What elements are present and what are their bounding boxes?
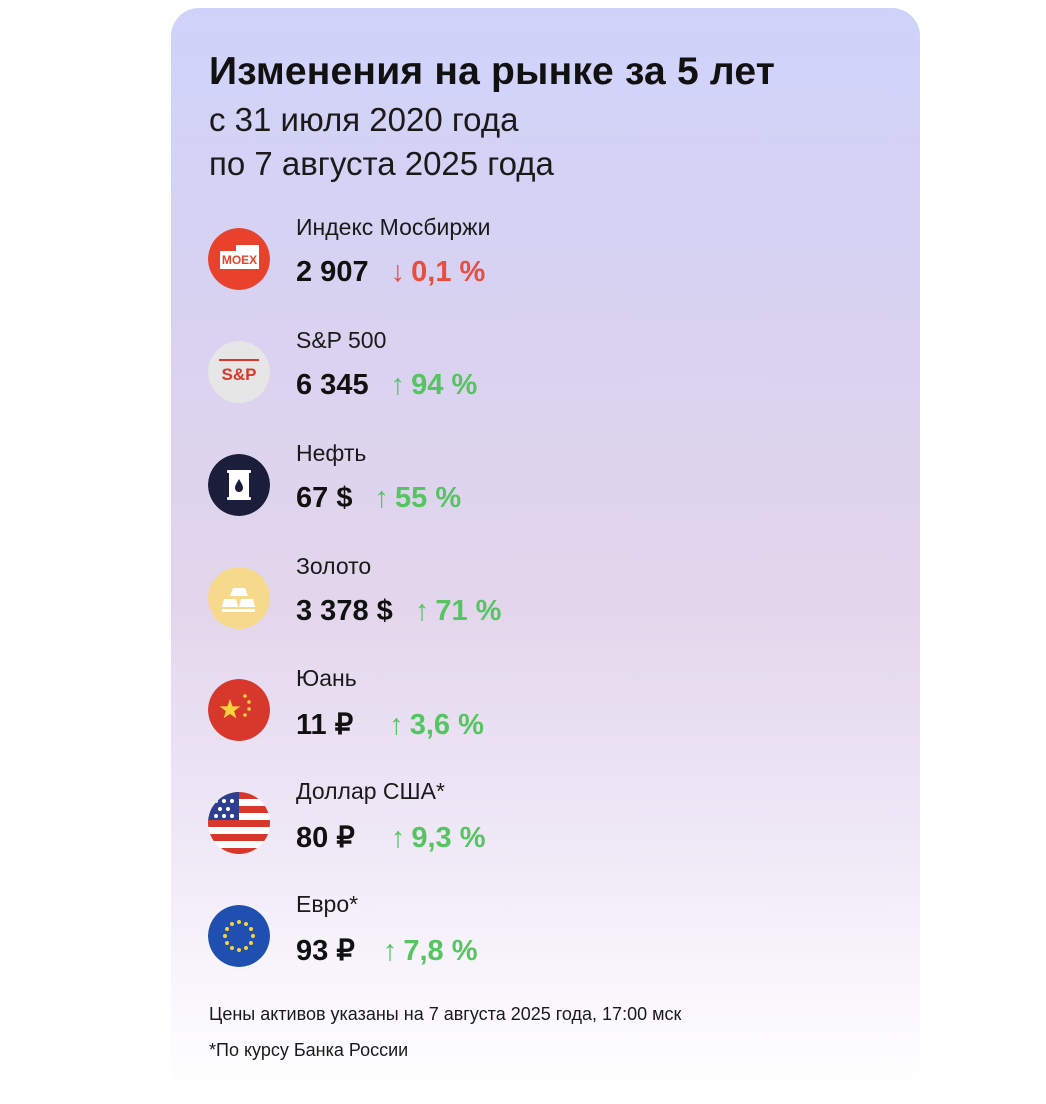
up-arrow-icon: ↑ <box>389 709 404 741</box>
card-title: Изменения на рынке за 5 лет <box>209 50 776 93</box>
asset-values: 93 ₽ ↑ 7,8 % <box>296 933 478 968</box>
down-arrow-icon: ↓ <box>390 256 406 288</box>
asset-price: 2 907 <box>296 256 369 288</box>
oil-barrel-icon <box>208 454 270 516</box>
asset-change: ↓ 0,1 % <box>391 256 486 288</box>
asset-values: 3 378 $ ↑ 71 % <box>296 595 501 628</box>
period-end: по 7 августа 2025 года <box>209 145 554 182</box>
asset-row-eur: Евро* 93 ₽ ↑ 7,8 % <box>208 891 808 971</box>
asset-change: ↑ 9,3 % <box>391 822 486 854</box>
asset-row-usd: Доллар США* 80 ₽ ↑ 9,3 % <box>208 778 808 858</box>
asset-change-percent: 94 % <box>411 369 478 401</box>
asset-change: ↑ 55 % <box>375 482 462 514</box>
up-arrow-icon: ↑ <box>414 595 430 627</box>
period-subtitle: с 31 июля 2020 года по 7 августа 2025 го… <box>209 98 554 186</box>
asset-name: Нефть <box>296 440 367 466</box>
asset-name: Золото <box>296 553 372 579</box>
period-start: с 31 июля 2020 года <box>209 101 519 138</box>
asset-name: Юань <box>296 665 357 691</box>
asset-price: 11 ₽ <box>296 709 354 741</box>
footnote-rate: *По курсу Банка России <box>209 1040 409 1060</box>
gold-bars-icon <box>208 567 270 629</box>
asset-change-percent: 0,1 % <box>411 256 486 288</box>
sp500-logo-text: S&P <box>222 365 257 384</box>
asset-change-percent: 3,6 % <box>409 709 484 741</box>
asset-change: ↑ 94 % <box>391 369 478 401</box>
asset-price: 93 ₽ <box>296 935 355 967</box>
asset-change: ↑ 7,8 % <box>383 935 478 967</box>
asset-values: 2 907 ↓ 0,1 % <box>296 256 485 289</box>
sp500-logo-icon: S&P <box>208 341 270 403</box>
asset-change: ↑ 3,6 % <box>389 709 484 741</box>
asset-row-moex: MOEX Индекс Мосбиржи 2 907 ↓ 0,1 % <box>208 214 808 294</box>
asset-name: S&P 500 <box>296 327 387 353</box>
asset-change-percent: 7,8 % <box>403 935 478 967</box>
asset-row-gold: Золото 3 378 $ ↑ 71 % <box>208 553 808 633</box>
market-changes-card: Изменения на рынке за 5 лет с 31 июля 20… <box>171 8 920 1096</box>
asset-price: 67 $ <box>296 482 353 514</box>
asset-name: Индекс Мосбиржи <box>296 214 491 240</box>
up-arrow-icon: ↑ <box>390 369 406 401</box>
asset-price: 80 ₽ <box>296 822 355 854</box>
footnote-prices: Цены активов указаны на 7 августа 2025 г… <box>209 1004 682 1024</box>
up-arrow-icon: ↑ <box>374 482 390 514</box>
asset-change-percent: 71 % <box>435 595 502 627</box>
asset-values: 67 $ ↑ 55 % <box>296 482 461 515</box>
asset-row-yuan: Юань 11 ₽ ↑ 3,6 % <box>208 665 808 745</box>
asset-price: 3 378 $ <box>296 595 393 627</box>
china-flag-icon <box>208 679 270 741</box>
asset-values: 11 ₽ ↑ 3,6 % <box>296 707 484 742</box>
up-arrow-icon: ↑ <box>382 935 398 967</box>
asset-row-oil: Нефть 67 $ ↑ 55 % <box>208 440 808 520</box>
asset-name: Евро* <box>296 891 359 917</box>
usa-flag-icon <box>208 792 270 854</box>
asset-change: ↑ 71 % <box>415 595 502 627</box>
asset-name: Доллар США* <box>296 778 445 804</box>
asset-values: 6 345 ↑ 94 % <box>296 369 477 402</box>
asset-change-percent: 9,3 % <box>411 822 486 854</box>
up-arrow-icon: ↑ <box>390 822 406 854</box>
asset-price: 6 345 <box>296 369 369 401</box>
asset-change-percent: 55 % <box>395 482 462 514</box>
moex-logo-text: MOEX <box>222 253 257 267</box>
moex-logo-icon: MOEX <box>208 228 270 290</box>
eu-flag-icon <box>208 905 270 967</box>
asset-row-sp500: S&P S&P 500 6 345 ↑ 94 % <box>208 327 808 407</box>
asset-values: 80 ₽ ↑ 9,3 % <box>296 820 486 855</box>
